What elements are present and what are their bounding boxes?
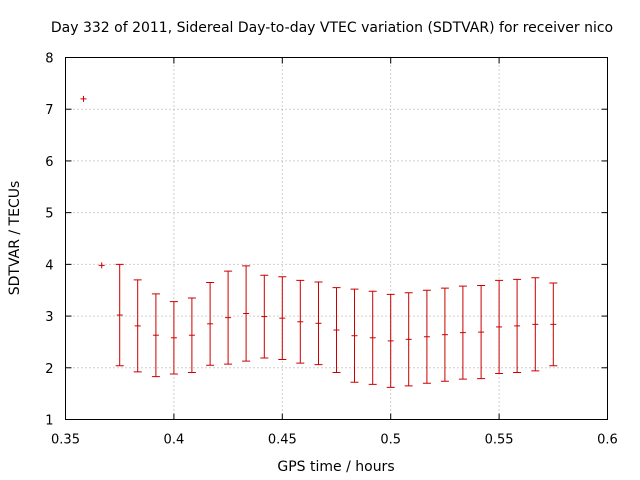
y-tick-label: 6 — [45, 155, 53, 170]
data-point — [314, 281, 323, 366]
data-point — [386, 293, 395, 388]
data-point — [169, 301, 178, 375]
data-point — [350, 288, 359, 383]
data-point — [115, 263, 124, 367]
data-series — [80, 95, 558, 388]
data-point — [422, 289, 431, 384]
data-point — [133, 279, 142, 373]
x-axis-label: GPS time / hours — [277, 459, 394, 475]
data-point — [495, 279, 504, 374]
plot-frame — [65, 57, 608, 420]
data-point — [278, 276, 287, 361]
data-point — [296, 279, 305, 364]
data-point — [80, 95, 87, 102]
y-tick-label: 7 — [45, 103, 53, 118]
data-point — [458, 285, 467, 380]
y-axis-label: SDTVAR / TECUs — [7, 181, 23, 296]
y-tick-labels: 1 2 3 4 5 6 7 8 — [45, 52, 53, 429]
point-marker — [98, 262, 105, 269]
x-tick-label: 0.6 — [597, 433, 618, 448]
x-tick-label: 0.35 — [51, 433, 80, 448]
data-point — [206, 281, 215, 366]
grid — [65, 57, 608, 420]
data-point — [513, 278, 522, 373]
point-marker — [80, 95, 87, 102]
data-point — [404, 292, 413, 387]
data-point — [224, 270, 233, 365]
y-tick-label: 1 — [45, 414, 53, 429]
y-tick-label: 8 — [45, 52, 53, 67]
chart-title: Day 332 of 2011, Sidereal Day-to-day VTE… — [51, 20, 613, 36]
data-point — [187, 297, 196, 373]
x-tick-labels: 0.35 0.4 0.45 0.5 0.55 0.6 — [51, 433, 618, 448]
y-tick-label: 5 — [45, 207, 53, 222]
x-tick-label: 0.45 — [268, 433, 297, 448]
y-tick-label: 4 — [45, 258, 53, 273]
x-tick-label: 0.55 — [485, 433, 514, 448]
data-point — [332, 287, 341, 373]
data-point — [98, 262, 105, 269]
x-tick-label: 0.5 — [380, 433, 401, 448]
data-point — [477, 285, 486, 380]
data-point — [531, 277, 540, 372]
x-tick-label: 0.4 — [164, 433, 185, 448]
data-point — [151, 293, 160, 378]
y-tick-label: 3 — [45, 310, 53, 325]
data-point — [440, 287, 449, 382]
data-point — [260, 274, 269, 359]
y-tick-label: 2 — [45, 362, 53, 377]
data-point — [549, 282, 558, 367]
data-point — [242, 265, 251, 362]
data-point — [368, 290, 377, 385]
